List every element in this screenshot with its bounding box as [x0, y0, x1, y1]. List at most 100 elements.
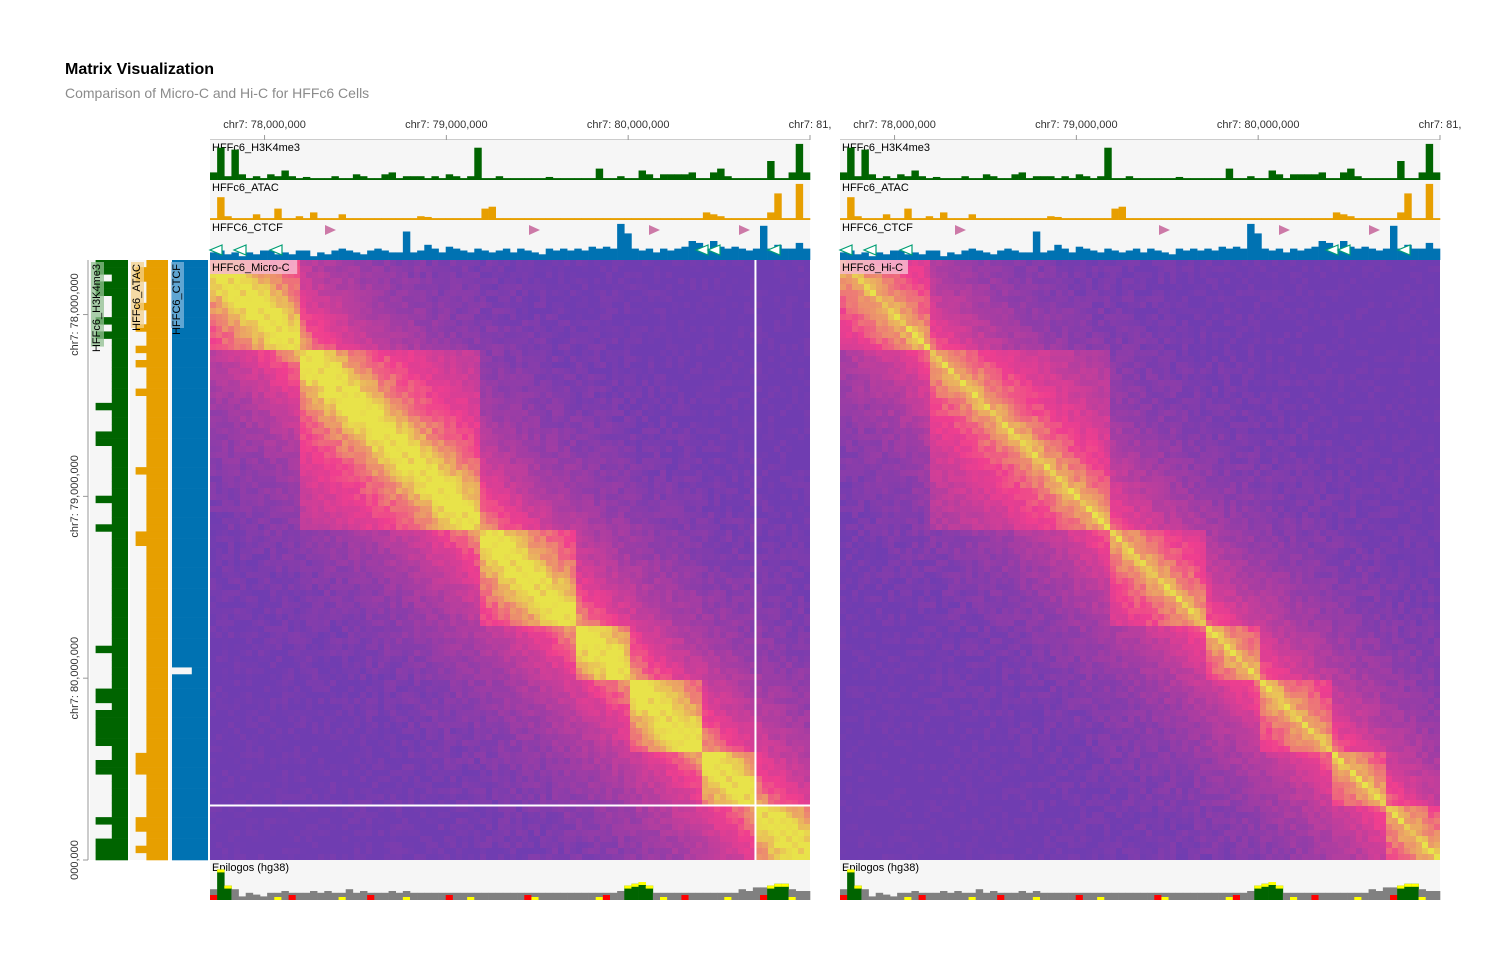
- matrix-cell: [540, 350, 547, 357]
- matrix-cell: [480, 434, 487, 441]
- matrix-cell: [546, 380, 553, 387]
- matrix-cell: [492, 320, 499, 327]
- micro-c-panel[interactable]: chr7: 78,000,000 chr7: 79,000,000 chr7: 80…: [208, 119, 831, 900]
- matrix-cell: [396, 362, 403, 369]
- matrix-cell: [516, 272, 523, 279]
- matrix-cell: [804, 296, 810, 303]
- matrix-cell: [246, 320, 253, 327]
- matrix-cell: [666, 416, 673, 423]
- matrix-cell: [450, 518, 457, 525]
- matrix-cell: [720, 488, 727, 495]
- matrix-cell: [618, 452, 625, 459]
- matrix-cell: [534, 470, 541, 477]
- matrix-cell: [300, 422, 307, 429]
- matrix-cell: [282, 452, 289, 459]
- matrix-cell: [756, 404, 763, 411]
- matrix-cell: [300, 440, 307, 447]
- matrix-cell: [660, 356, 667, 363]
- matrix-cell: [660, 344, 667, 351]
- matrix-cell: [792, 518, 799, 525]
- matrix-cell: [378, 446, 385, 453]
- matrix-cell: [732, 356, 739, 363]
- matrix-cell: [426, 266, 433, 273]
- matrix-cell: [564, 458, 571, 465]
- matrix-cell: [294, 542, 301, 549]
- matrix-cell: [276, 380, 283, 387]
- matrix-cell: [480, 272, 487, 279]
- matrix-cell: [708, 368, 715, 375]
- matrix-cell: [678, 506, 685, 513]
- matrix-cell: [432, 278, 439, 285]
- matrix-cell: [360, 290, 367, 297]
- matrix-cell: [792, 506, 799, 513]
- matrix-cell: [732, 272, 739, 279]
- matrix-cell: [528, 308, 535, 315]
- matrix-cell: [690, 416, 697, 423]
- matrix-cell: [768, 386, 775, 393]
- x-tick-label: chr7: 79,000,000: [405, 119, 488, 131]
- matrix-cell: [738, 422, 745, 429]
- matrix-cell: [474, 290, 481, 297]
- matrix-cell: [450, 434, 457, 441]
- matrix-cell: [270, 302, 277, 309]
- matrix-cell: [588, 356, 595, 363]
- matrix-cell: [648, 260, 655, 267]
- matrix-cell: [240, 272, 247, 279]
- matrix-cell: [606, 320, 613, 327]
- matrix-cell: [558, 362, 565, 369]
- matrix-cell: [306, 320, 313, 327]
- matrix-cell: [402, 266, 409, 273]
- matrix-cell: [318, 260, 325, 267]
- matrix-cell: [240, 344, 247, 351]
- atac-bar: [624, 218, 632, 220]
- matrix-cell: [366, 464, 373, 471]
- matrix-cell: [648, 266, 655, 273]
- matrix-cell: [462, 356, 469, 363]
- matrix-cell: [342, 512, 349, 519]
- micro-c-matrix[interactable]: [210, 260, 810, 860]
- matrix-cell: [264, 344, 271, 351]
- matrix-cell: [606, 272, 613, 279]
- matrix-cell: [366, 398, 373, 405]
- matrix-cell: [330, 302, 337, 309]
- matrix-cell: [450, 500, 457, 507]
- matrix-cell: [372, 536, 379, 543]
- matrix-cell: [666, 338, 673, 345]
- matrix-cell: [702, 476, 709, 483]
- matrix-cell: [462, 500, 469, 507]
- matrix-cell: [720, 368, 727, 375]
- atac-bar: [438, 218, 447, 220]
- matrix-cell: [630, 386, 637, 393]
- matrix-cell: [486, 434, 493, 441]
- matrix-cell: [474, 410, 481, 417]
- matrix-cell: [726, 266, 733, 273]
- matrix-cell: [240, 332, 247, 339]
- matrix-cell: [786, 386, 793, 393]
- matrix-cell: [360, 500, 367, 507]
- matrix-cell: [288, 374, 295, 381]
- matrix-cell: [468, 452, 475, 459]
- matrix-cell: [420, 530, 427, 537]
- matrix-cell: [570, 494, 577, 501]
- matrix-cell: [570, 506, 577, 513]
- matrix-cell: [636, 374, 643, 381]
- matrix-cell: [798, 362, 805, 369]
- matrix-cell: [600, 290, 607, 297]
- matrix-cell: [312, 536, 319, 543]
- matrix-cell: [408, 410, 415, 417]
- matrix-cell: [450, 374, 457, 381]
- matrix-cell: [540, 416, 547, 423]
- matrix-cell: [348, 452, 355, 459]
- matrix-cell: [546, 482, 553, 489]
- matrix-cell: [492, 524, 499, 531]
- h3k4me3-bar: [760, 178, 768, 180]
- ctcf-bar: [381, 250, 389, 260]
- matrix-cell: [720, 440, 727, 447]
- matrix-cell: [288, 344, 295, 351]
- matrix-cell: [684, 398, 691, 405]
- matrix-cell: [696, 434, 703, 441]
- matrix-cell: [300, 458, 307, 465]
- atac-bar: [245, 218, 254, 220]
- matrix-cell: [312, 338, 319, 345]
- matrix-cell: [804, 488, 810, 495]
